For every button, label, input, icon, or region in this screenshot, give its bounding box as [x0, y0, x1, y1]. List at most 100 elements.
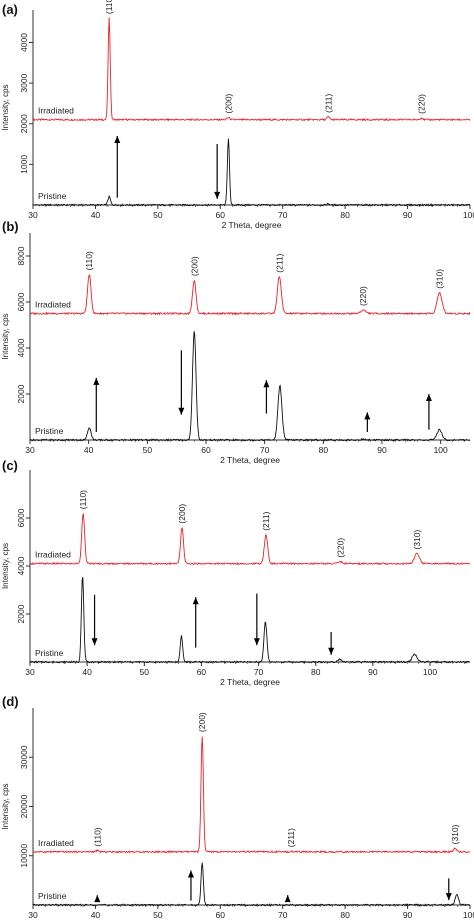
- x-tick-label: 60: [197, 667, 207, 677]
- series-line-pristine: [29, 331, 471, 442]
- arrow-head: [364, 412, 371, 420]
- arrow-head: [214, 191, 221, 199]
- peak-label: (200): [177, 504, 187, 524]
- series-label-irradiated: Irradiated: [35, 300, 71, 310]
- x-tick-label: 60: [216, 210, 226, 220]
- x-tick-label: 60: [201, 445, 211, 455]
- x-tick-label: 40: [84, 445, 94, 455]
- y-tick-label: 4000: [16, 338, 26, 357]
- x-tick-label: 70: [278, 910, 288, 920]
- x-tick-label: 100: [423, 667, 437, 677]
- peak-label: (220): [358, 286, 368, 306]
- peak-label: (211): [274, 253, 284, 272]
- x-tick-label: 50: [140, 667, 150, 677]
- y-tick-label: 4000: [16, 556, 26, 575]
- x-tick-label: 100: [434, 445, 448, 455]
- x-tick-label: 50: [143, 445, 153, 455]
- peak-label: (211): [323, 93, 333, 112]
- x-tick-label: 90: [403, 210, 413, 220]
- y-tick-label: 1000: [19, 155, 29, 174]
- series-line-irradiated: [32, 736, 471, 854]
- series-line-irradiated: [29, 274, 471, 316]
- peak-label: (220): [416, 94, 426, 114]
- x-axis-title: 2 Theta, degree: [222, 920, 282, 922]
- y-tick-label: 4000: [19, 33, 29, 52]
- peak-label: (310): [434, 269, 444, 289]
- chart-panel-1: 30 40 50 60 70 80 90 100 1000 2000 3000 4000 2 Theta…: [1, 0, 474, 230]
- y-tick-label: 30000: [19, 745, 29, 769]
- panel-label: (c): [2, 458, 18, 473]
- arrow-head: [445, 893, 452, 901]
- x-tick-label: 100: [463, 910, 474, 920]
- peak-label: (211): [261, 511, 271, 530]
- series-label-irradiated: Irradiated: [35, 550, 71, 560]
- x-tick-label: 30: [25, 445, 35, 455]
- x-tick-label: 70: [278, 210, 288, 220]
- peak-label: (310): [412, 530, 422, 550]
- peak-label: (110): [84, 251, 94, 270]
- chart-panel-3: 30 40 50 60 70 80 90 100 2000 4000 6000 2 Theta, de…: [1, 458, 471, 687]
- peak-label: (110): [92, 827, 102, 846]
- x-tick-label: 30: [28, 910, 38, 920]
- series-line-pristine: [32, 138, 471, 207]
- series-label-irradiated: Irradiated: [38, 838, 74, 848]
- chart-panel-2: 30 40 50 60 70 80 90 100 2000 4000 6000 8000 2 Theta…: [1, 219, 471, 465]
- x-tick-label: 80: [319, 445, 329, 455]
- peak-label: (200): [223, 93, 233, 113]
- arrow-head: [114, 135, 121, 143]
- x-axis-title: 2 Theta, degree: [222, 220, 282, 230]
- series-label-irradiated: Irradiated: [38, 106, 74, 116]
- panel-label: (a): [2, 2, 18, 17]
- x-tick-label: 50: [153, 210, 163, 220]
- x-tick-label: 30: [25, 667, 35, 677]
- y-tick-label: 6000: [16, 508, 26, 527]
- x-tick-label: 70: [260, 445, 270, 455]
- y-axis-title: Intensity, cps: [1, 313, 10, 359]
- x-tick-label: 30: [28, 210, 38, 220]
- x-axis-title: 2 Theta, degree: [220, 677, 280, 687]
- arrow-head: [284, 895, 291, 903]
- panel-label: (b): [2, 219, 19, 234]
- y-tick-label: 6000: [16, 292, 26, 311]
- arrow-head: [94, 895, 101, 903]
- x-tick-label: 100: [463, 210, 474, 220]
- y-tick-label: 2000: [19, 114, 29, 133]
- arrow-head: [328, 647, 335, 655]
- peak-label: (310): [450, 824, 460, 844]
- series-label-pristine: Pristine: [35, 426, 64, 436]
- series-label-pristine: Pristine: [35, 648, 64, 658]
- y-axis-title: Intensity, cps: [1, 84, 10, 130]
- series-line-pristine: [29, 577, 471, 664]
- x-axis-title: 2 Theta, degree: [220, 455, 280, 465]
- series-line-irradiated: [29, 513, 471, 566]
- arrow-head: [253, 638, 260, 646]
- arrow-head: [263, 380, 270, 388]
- series-label-pristine: Pristine: [38, 891, 67, 901]
- y-tick-label: 2000: [16, 604, 26, 623]
- arrow-head: [192, 597, 199, 605]
- arrow-head: [93, 377, 100, 385]
- y-tick-label: 10000: [19, 844, 29, 868]
- arrow-head: [187, 870, 194, 878]
- peak-label: (110): [104, 0, 114, 14]
- series-line-irradiated: [32, 17, 471, 122]
- y-tick-label: 3000: [19, 73, 29, 92]
- peak-label: (200): [189, 256, 199, 276]
- arrow-head: [178, 407, 185, 415]
- chart-panel-4: 30 40 50 60 70 80 90 100 10000 20000 30000 2 Theta,…: [1, 694, 474, 922]
- x-tick-label: 90: [377, 445, 387, 455]
- panel-label: (d): [2, 694, 19, 709]
- peak-label: (220): [335, 538, 345, 558]
- x-tick-label: 40: [82, 667, 92, 677]
- x-tick-label: 90: [368, 667, 378, 677]
- x-tick-label: 50: [153, 910, 163, 920]
- peak-label: (200): [197, 712, 207, 732]
- x-tick-label: 80: [340, 910, 350, 920]
- peak-label: (110): [78, 490, 88, 509]
- y-tick-label: 20000: [19, 794, 29, 818]
- y-axis-title: Intensity, cps: [1, 783, 10, 829]
- arrow-head: [91, 638, 98, 646]
- x-tick-label: 60: [216, 910, 226, 920]
- arrow-head: [425, 394, 432, 401]
